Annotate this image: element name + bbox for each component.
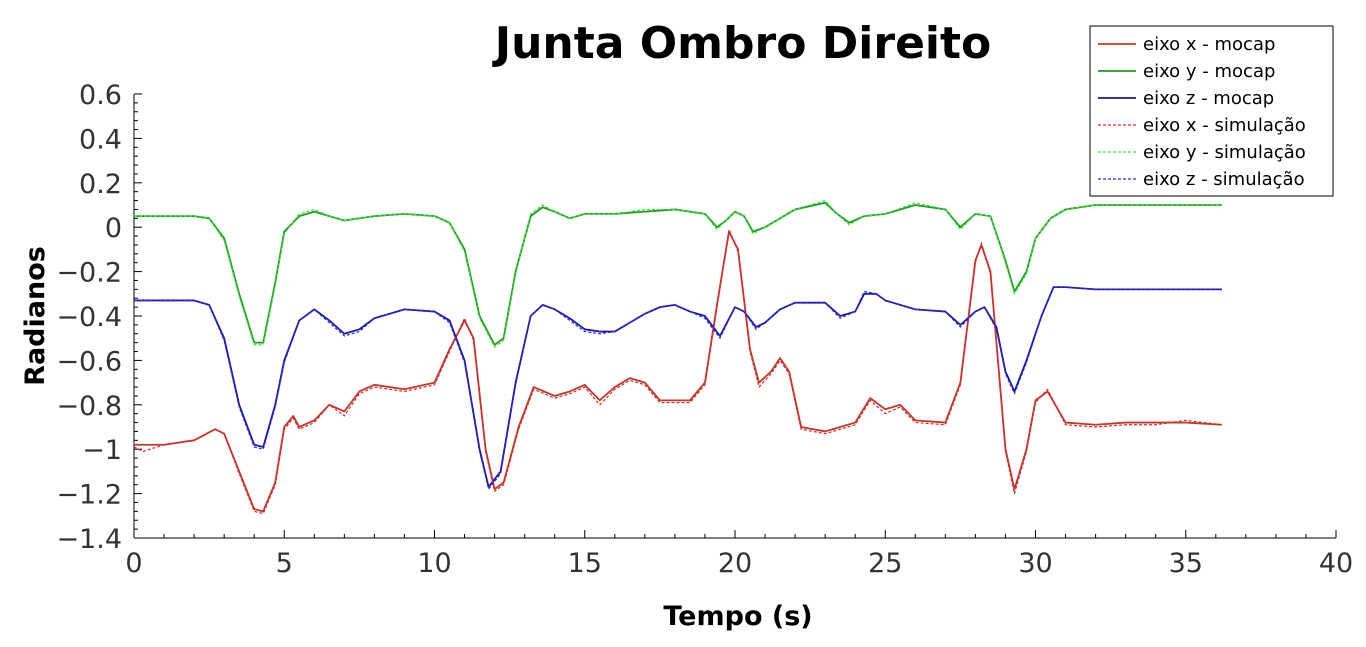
y-tick-label: −1.2 [56, 480, 122, 511]
y-tick-label: 0 [105, 213, 122, 244]
series-line [134, 230, 1222, 513]
series-line [134, 199, 1222, 348]
x-axis-title: Tempo (s) [663, 601, 812, 632]
x-tick-label: 0 [125, 548, 142, 579]
series-line [134, 286, 1222, 488]
series-line [133, 228, 1222, 515]
y-tick-label: −1 [82, 435, 122, 466]
legend-label: eixo x - simulação [1143, 115, 1306, 136]
x-tick-label: 10 [417, 548, 451, 579]
series-line [134, 286, 1222, 490]
y-tick-label: −0.6 [56, 346, 122, 377]
x-tick-label: 40 [1319, 548, 1353, 579]
legend-label: eixo y - simulação [1143, 142, 1306, 163]
x-tick-label: 35 [1169, 548, 1203, 579]
x-tick-label: 20 [718, 548, 752, 579]
data-series [133, 199, 1222, 515]
y-tick-label: 0.6 [79, 80, 122, 111]
x-tick-label: 25 [868, 548, 902, 579]
y-tick-label: −1.4 [56, 524, 122, 555]
legend-label: eixo x - mocap [1143, 34, 1275, 55]
y-tick-label: 0.4 [79, 124, 122, 155]
legend-label: eixo z - mocap [1143, 88, 1274, 109]
legend: eixo x - mocap eixo y - mocap eixo z - moc… [1089, 25, 1334, 197]
y-tick-label: 0.2 [79, 169, 122, 200]
y-tick-label: −0.8 [56, 391, 122, 422]
x-tick-label: 15 [568, 548, 602, 579]
legend-box [1089, 25, 1334, 197]
legend-label: eixo y - mocap [1143, 61, 1275, 82]
axis-ticks: 0 5 10 15 20 25 30 35 40 −1.4 −1.2 −1 −0.8 −0.6 −0.4 −0… [56, 80, 1353, 579]
x-tick-label: 5 [276, 548, 293, 579]
y-axis-title: Radianos [20, 246, 51, 386]
y-tick-label: −0.4 [56, 302, 122, 333]
series-line [134, 201, 1222, 346]
chart-title: Junta Ombro Direito [492, 18, 992, 69]
y-tick-label: −0.2 [56, 258, 122, 289]
x-tick-label: 30 [1018, 548, 1052, 579]
legend-label: eixo z - simulação [1143, 169, 1305, 190]
